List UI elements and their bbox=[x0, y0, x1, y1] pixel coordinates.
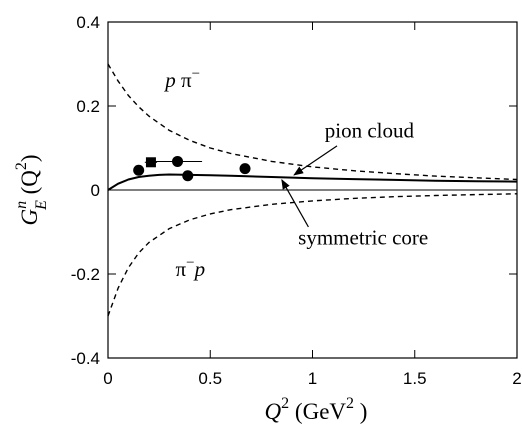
series-line-1 bbox=[107, 63, 518, 181]
label-pion-cloud: pion cloud bbox=[325, 119, 415, 143]
x-tick-label-5: 2 bbox=[512, 369, 521, 388]
y-axis-label-sub: E bbox=[33, 200, 50, 211]
label-p-pi-minus-sup: − bbox=[192, 66, 200, 82]
axes-layer: 0 0.5 1 1.5 2-0.4-0.200.20.4Q2 (GeV2 )Gn E (Q… bbox=[13, 13, 522, 424]
label-pi-minus-p: π−p bbox=[175, 255, 205, 281]
label-symmetric-core: symmetric core bbox=[298, 226, 428, 250]
y-tick-label-5: 0.4 bbox=[76, 13, 100, 32]
x-tick-label-4: 1.5 bbox=[403, 369, 427, 388]
label-p-pi-minus: p π− bbox=[163, 66, 200, 92]
label-pi-minus-p-part-1: π bbox=[175, 257, 186, 281]
curves-layer bbox=[107, 63, 518, 317]
data-point-circle-5 bbox=[239, 163, 251, 175]
y-axis-label-arg-close: ) bbox=[17, 154, 42, 162]
label-pi-minus-p-sup: − bbox=[186, 255, 194, 271]
x-tick-label-2: 0.5 bbox=[198, 369, 222, 388]
data-point-circle-4 bbox=[182, 170, 194, 182]
x-axis-label-close: ) bbox=[354, 399, 367, 424]
data-points-layer bbox=[133, 155, 251, 182]
x-axis-label: Q2 (GeV2 ) bbox=[265, 395, 368, 424]
y-axis-label-main: G bbox=[17, 209, 42, 226]
label-pi-minus-p-tail: p bbox=[193, 257, 206, 281]
y-axis-label-sup: n bbox=[13, 201, 30, 209]
series-line-3 bbox=[107, 173, 518, 191]
series-line-2 bbox=[107, 193, 518, 317]
arrow-symmetric-core bbox=[281, 179, 309, 228]
x-axis-label-main: Q bbox=[265, 399, 282, 424]
y-tick-label-4: 0.2 bbox=[76, 97, 100, 116]
data-point-square-2 bbox=[145, 157, 156, 168]
label-pion-cloud-part-1: pion cloud bbox=[325, 119, 415, 143]
label-p-pi-minus-part-2: π bbox=[176, 68, 192, 92]
x-axis-label-unit-sup: 2 bbox=[346, 395, 354, 412]
x-axis-label-sup: 2 bbox=[281, 395, 289, 412]
label-p-pi-minus-part-1: p bbox=[163, 68, 176, 92]
data-point-circle-1 bbox=[133, 164, 145, 176]
data-point-circle-3 bbox=[172, 155, 184, 167]
arrow-pion-cloud bbox=[293, 145, 338, 176]
y-tick-label-3: 0 bbox=[91, 181, 100, 200]
x-tick-label-3: 1 bbox=[308, 369, 317, 388]
y-tick-label-2: -0.2 bbox=[71, 265, 100, 284]
y-axis-label-arg: (Q bbox=[17, 170, 42, 200]
y-axis-label: Gn E (Q2) bbox=[13, 154, 50, 225]
y-tick-label-1: -0.4 bbox=[71, 349, 100, 368]
x-axis-label-unit: (GeV bbox=[289, 399, 346, 424]
y-axis-label-arg-sup: 2 bbox=[13, 162, 30, 170]
x-tick-label-1: 0 bbox=[103, 369, 112, 388]
label-symmetric-core-part-1: symmetric core bbox=[298, 226, 428, 250]
